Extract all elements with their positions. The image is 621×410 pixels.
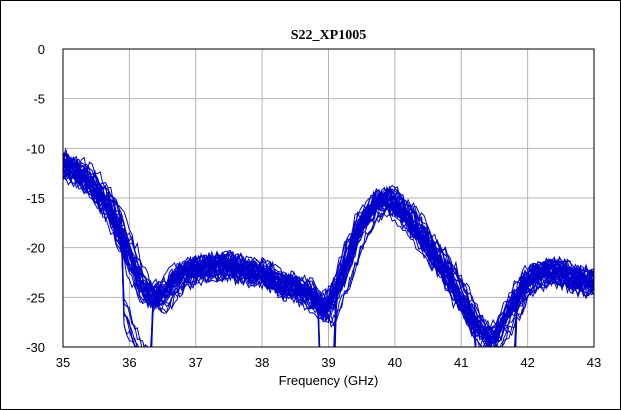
x-axis-label: Frequency (GHz) <box>279 373 379 388</box>
x-tick-label: 35 <box>56 355 70 370</box>
series-line <box>63 157 594 335</box>
series-line <box>63 171 594 347</box>
x-tick-label: 36 <box>122 355 136 370</box>
series-line <box>63 160 594 337</box>
y-tick-label: 0 <box>38 42 45 57</box>
y-tick-label: -25 <box>26 290 45 305</box>
series-line <box>63 171 594 347</box>
y-tick-label: -30 <box>26 340 45 355</box>
y-tick-label: -10 <box>26 141 45 156</box>
y-tick-labels: 0 -5 -10 -15 -20 -25 -30 <box>26 42 45 355</box>
y-tick-label: -20 <box>26 241 45 256</box>
x-tick-labels: 35 36 37 38 39 40 41 42 43 <box>56 355 601 370</box>
series-line <box>63 170 594 346</box>
x-tick-label: 41 <box>454 355 468 370</box>
y-tick-label: -15 <box>26 191 45 206</box>
y-tick-label: -5 <box>33 92 45 107</box>
x-tick-label: 40 <box>388 355 402 370</box>
x-tick-label: 37 <box>189 355 203 370</box>
chart-title: S22_XP1005 <box>291 28 366 43</box>
x-tick-label: 38 <box>255 355 269 370</box>
plot-area <box>62 48 595 348</box>
x-tick-label: 42 <box>520 355 534 370</box>
series-group <box>63 147 594 347</box>
series-line <box>63 164 594 347</box>
x-tick-label: 39 <box>321 355 335 370</box>
x-tick-label: 43 <box>587 355 601 370</box>
series-line <box>63 172 594 347</box>
